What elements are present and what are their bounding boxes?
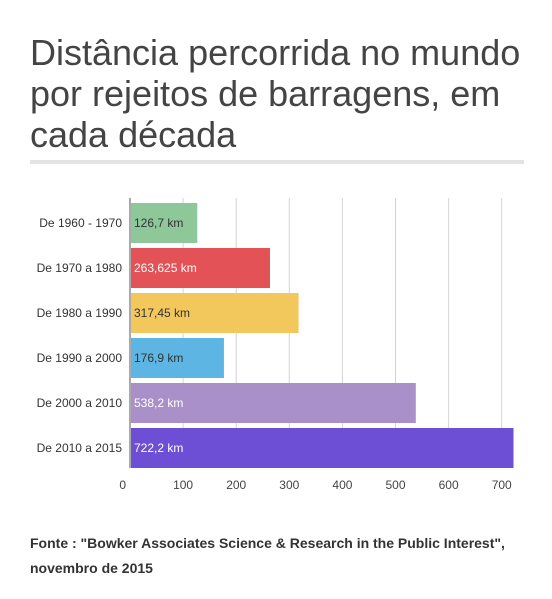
category-label: De 1990 a 2000 <box>37 351 123 365</box>
x-tick-label: 700 <box>492 478 512 492</box>
data-label: 126,7 km <box>134 216 183 230</box>
x-tick-label: 0 <box>119 478 126 492</box>
data-label: 722,2 km <box>134 441 183 455</box>
x-tick-label: 600 <box>439 478 459 492</box>
category-label: De 1960 - 1970 <box>39 216 122 230</box>
category-label: De 1980 a 1990 <box>37 306 123 320</box>
x-tick-label: 100 <box>173 478 193 492</box>
data-label: 538,2 km <box>134 396 183 410</box>
bar <box>131 293 299 333</box>
chart-title: Distância percorrida no mundo por rejeit… <box>30 32 521 155</box>
x-tick-label: 200 <box>226 478 246 492</box>
category-label: De 2000 a 2010 <box>37 396 123 410</box>
category-label: De 2010 a 2015 <box>37 441 123 455</box>
bar <box>131 338 224 378</box>
category-label: De 1970 a 1980 <box>37 261 123 275</box>
x-tick-label: 300 <box>279 478 299 492</box>
data-label: 176,9 km <box>134 351 183 365</box>
bars: 126,7 km 263,625 km 317,45 km 176,9 km 538,2… <box>131 203 514 468</box>
x-tick-label: 400 <box>332 478 352 492</box>
title-divider <box>30 160 524 164</box>
category-labels: De 1960 - 1970 De 1970 a 1980 De 1980 a 19… <box>37 216 123 455</box>
x-tick-labels: 0 100 200 300 400 500 600 700 <box>119 478 512 492</box>
bar <box>131 203 198 243</box>
x-tick-label: 500 <box>386 478 406 492</box>
data-label: 263,625 km <box>134 261 197 275</box>
bar-chart: 126,7 km 263,625 km 317,45 km 176,9 km 538,2… <box>37 198 514 492</box>
data-label: 317,45 km <box>134 306 190 320</box>
source-note: Fonte : "Bowker Associates Science & Res… <box>30 535 505 576</box>
bar <box>131 383 416 423</box>
bar <box>131 248 270 288</box>
bar <box>131 428 514 468</box>
